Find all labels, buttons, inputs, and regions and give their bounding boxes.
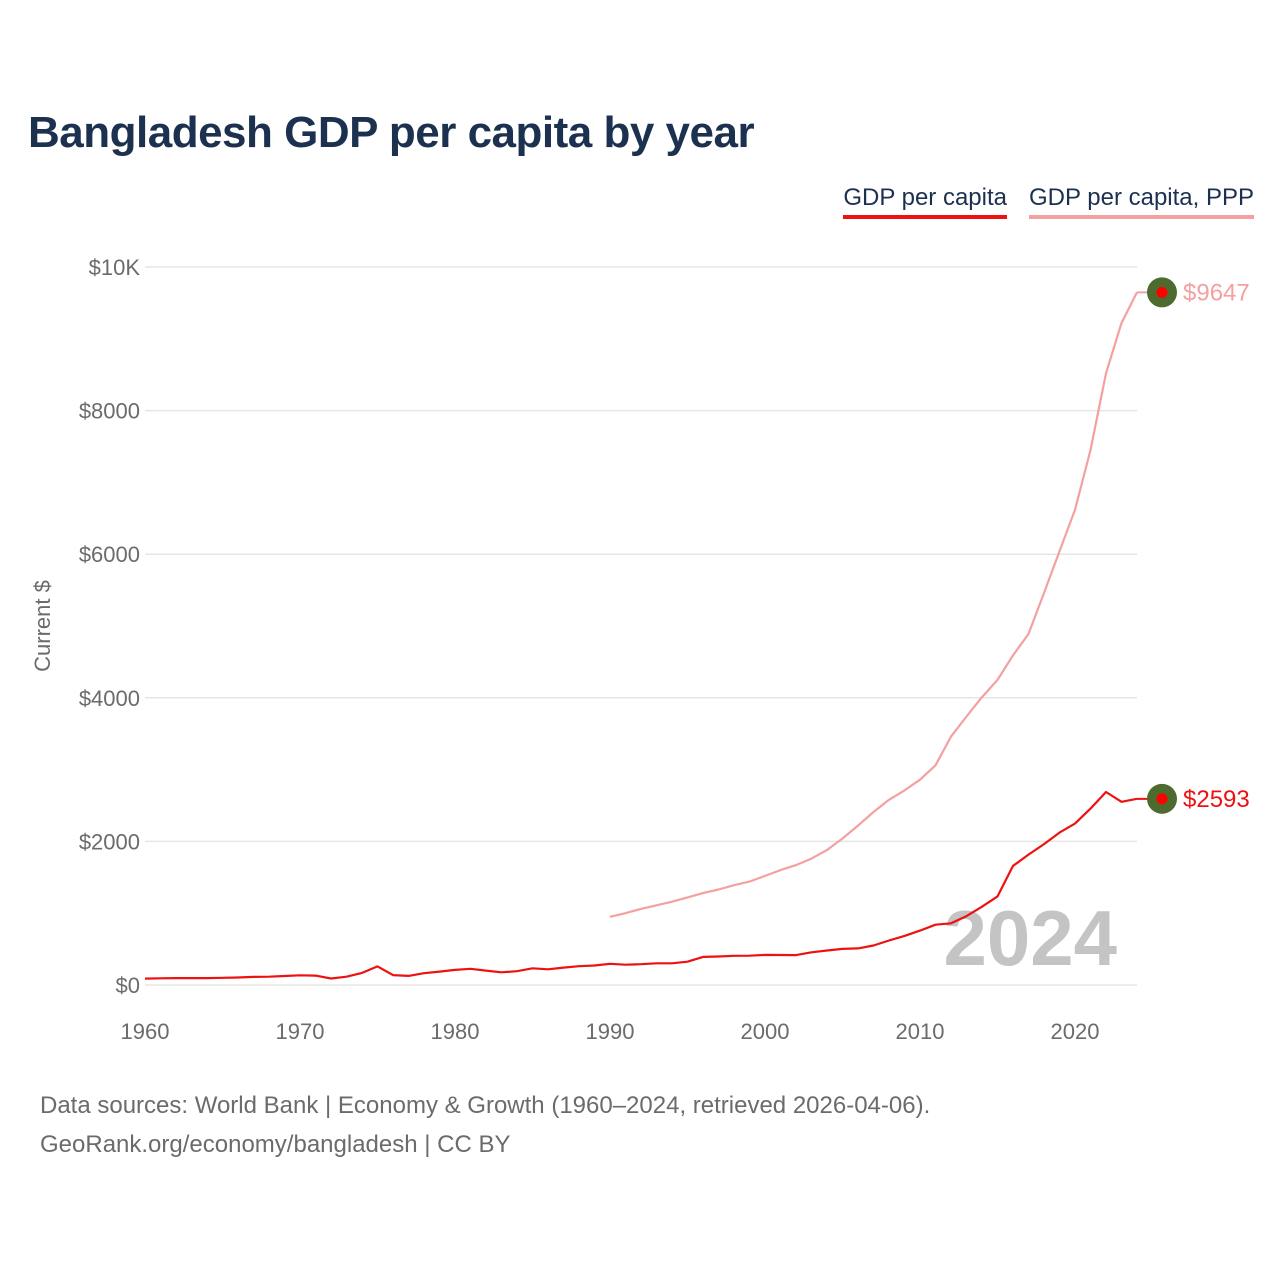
gridlines bbox=[145, 266, 1137, 986]
y-tick-label: $10K bbox=[89, 255, 141, 280]
end-value-label: $2593 bbox=[1183, 786, 1250, 813]
x-tick-label: 1980 bbox=[431, 1019, 480, 1044]
x-tick-label: 2010 bbox=[896, 1019, 945, 1044]
legend-item-gdp[interactable]: GDP per capita bbox=[843, 184, 1007, 219]
x-axis-ticks: 1960 1970 1980 1990 2000 2010 2020 bbox=[121, 1019, 1100, 1044]
x-tick-label: 1990 bbox=[586, 1019, 635, 1044]
y-tick-label: $8000 bbox=[79, 399, 140, 424]
y-tick-label: $2000 bbox=[79, 829, 140, 854]
end-value-label: $9647 bbox=[1183, 279, 1250, 306]
legend: GDP per capita GDP per capita, PPP bbox=[843, 184, 1254, 219]
y-tick-label: $0 bbox=[116, 973, 140, 998]
source-line-1: Data sources: World Bank | Economy & Gro… bbox=[40, 1092, 931, 1119]
line-chart: $0$2000$4000$6000$8000$10K 1960 1970 1980 1… bbox=[30, 255, 1250, 1044]
x-tick-label: 1970 bbox=[276, 1019, 325, 1044]
x-tick-label: 1960 bbox=[121, 1019, 170, 1044]
gdp-per-capita-line bbox=[144, 790, 1138, 980]
end-marker-dot bbox=[1156, 793, 1168, 805]
y-tick-label: $6000 bbox=[79, 542, 140, 567]
source-note: Data sources: World Bank | Economy & Gro… bbox=[40, 1086, 930, 1164]
y-axis-label: Current $ bbox=[30, 580, 55, 672]
x-tick-label: 2000 bbox=[741, 1019, 790, 1044]
source-line-2: GeoRank.org/economy/bangladesh | CC BY bbox=[40, 1131, 511, 1158]
x-tick-label: 2020 bbox=[1051, 1019, 1100, 1044]
gdp-per-capita-ppp-line bbox=[609, 291, 1138, 918]
end-markers: $2593 $9647 bbox=[1137, 277, 1250, 814]
chart-title: Bangladesh GDP per capita by year bbox=[28, 108, 755, 157]
year-watermark: 2024 bbox=[943, 894, 1117, 982]
y-axis-ticks: $0 $2000 $4000 $6000 $8000 $10K bbox=[79, 255, 141, 998]
end-marker-dot bbox=[1156, 286, 1168, 298]
y-tick-label: $4000 bbox=[79, 686, 140, 711]
series-lines bbox=[144, 291, 1138, 980]
legend-item-ppp[interactable]: GDP per capita, PPP bbox=[1029, 184, 1254, 219]
